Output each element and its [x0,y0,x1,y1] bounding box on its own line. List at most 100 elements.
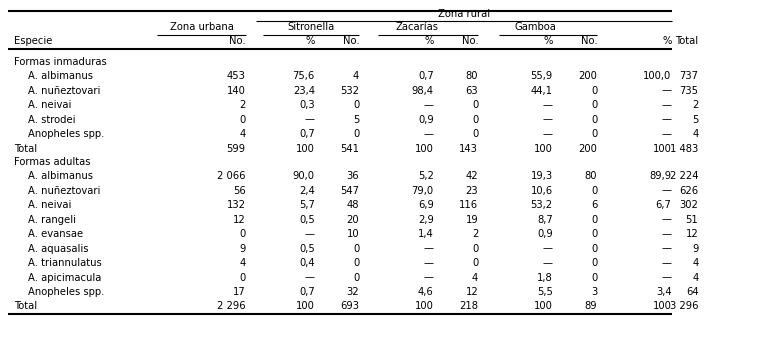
Text: 0: 0 [240,114,246,125]
Text: 0: 0 [353,100,359,110]
Text: 0: 0 [591,129,597,139]
Text: 2: 2 [240,100,246,110]
Text: 1,4: 1,4 [418,229,434,239]
Text: Anopheles spp.: Anopheles spp. [27,287,104,297]
Text: 2: 2 [692,100,698,110]
Text: 64: 64 [686,287,698,297]
Text: 98,4: 98,4 [412,86,434,96]
Text: 140: 140 [227,86,246,96]
Text: 55,9: 55,9 [530,71,553,81]
Text: 3: 3 [591,287,597,297]
Text: 80: 80 [466,71,478,81]
Text: 10: 10 [347,229,359,239]
Text: 0: 0 [591,229,597,239]
Text: 100: 100 [415,143,434,153]
Text: No.: No. [229,36,246,46]
Text: 0: 0 [472,258,478,268]
Text: 9: 9 [240,244,246,253]
Text: %: % [543,36,553,46]
Text: —: — [543,129,553,139]
Text: 19: 19 [465,214,478,224]
Text: 0: 0 [591,114,597,125]
Text: 0,5: 0,5 [299,214,315,224]
Text: 0: 0 [240,229,246,239]
Text: A. nuñeztovari: A. nuñeztovari [27,86,100,96]
Text: A. rangeli: A. rangeli [27,214,76,224]
Text: 4: 4 [353,71,359,81]
Text: A. nuñeztovari: A. nuñeztovari [27,185,100,196]
Text: 132: 132 [227,200,246,210]
Text: 3 296: 3 296 [670,301,698,311]
Text: 0,9: 0,9 [418,114,434,125]
Text: Especie: Especie [14,36,52,46]
Text: —: — [662,100,672,110]
Text: 100,0: 100,0 [644,71,672,81]
Text: 5: 5 [353,114,359,125]
Text: 0: 0 [591,244,597,253]
Text: 302: 302 [680,200,698,210]
Text: 100: 100 [653,301,672,311]
Text: 5: 5 [692,114,698,125]
Text: —: — [662,214,672,224]
Text: 6,9: 6,9 [418,200,434,210]
Text: 0,7: 0,7 [299,129,315,139]
Text: Sitronella: Sitronella [287,23,334,32]
Text: 218: 218 [459,301,478,311]
Text: —: — [662,86,672,96]
Text: 453: 453 [227,71,246,81]
Text: Total: Total [14,301,37,311]
Text: 9: 9 [692,244,698,253]
Text: 0: 0 [240,272,246,283]
Text: Anopheles spp.: Anopheles spp. [27,129,104,139]
Text: 32: 32 [347,287,359,297]
Text: 547: 547 [341,185,359,196]
Text: 79,0: 79,0 [412,185,434,196]
Text: —: — [424,244,434,253]
Text: 4: 4 [240,258,246,268]
Text: A. triannulatus: A. triannulatus [27,258,102,268]
Text: %: % [662,36,672,46]
Text: 200: 200 [579,71,597,81]
Text: 4: 4 [692,129,698,139]
Text: 200: 200 [579,143,597,153]
Text: —: — [305,272,315,283]
Text: 2 224: 2 224 [670,171,698,181]
Text: 0,9: 0,9 [537,229,553,239]
Text: Formas adultas: Formas adultas [14,157,91,167]
Text: Zona rural: Zona rural [438,9,489,19]
Text: 17: 17 [233,287,246,297]
Text: 19,3: 19,3 [531,171,553,181]
Text: 12: 12 [233,214,246,224]
Text: 0: 0 [353,272,359,283]
Text: 735: 735 [680,86,698,96]
Text: 2,4: 2,4 [299,185,315,196]
Text: 12: 12 [686,229,698,239]
Text: 42: 42 [466,171,478,181]
Text: 2: 2 [472,229,478,239]
Text: 48: 48 [347,200,359,210]
Text: 532: 532 [341,86,359,96]
Text: A. aquasalis: A. aquasalis [27,244,88,253]
Text: 0: 0 [591,214,597,224]
Text: 5,5: 5,5 [537,287,553,297]
Text: 0,7: 0,7 [418,71,434,81]
Text: 0: 0 [591,185,597,196]
Text: A. neivai: A. neivai [27,100,71,110]
Text: 8,7: 8,7 [537,214,553,224]
Text: 599: 599 [226,143,246,153]
Text: 90,0: 90,0 [293,171,315,181]
Text: —: — [662,129,672,139]
Text: —: — [662,114,672,125]
Text: Total: Total [14,143,37,153]
Text: 0,7: 0,7 [299,287,315,297]
Text: 100: 100 [296,143,315,153]
Text: 0: 0 [472,114,478,125]
Text: 23: 23 [466,185,478,196]
Text: —: — [662,244,672,253]
Text: 44,1: 44,1 [531,86,553,96]
Text: —: — [662,258,672,268]
Text: 0,5: 0,5 [299,244,315,253]
Text: —: — [662,229,672,239]
Text: 0: 0 [472,129,478,139]
Text: 116: 116 [459,200,478,210]
